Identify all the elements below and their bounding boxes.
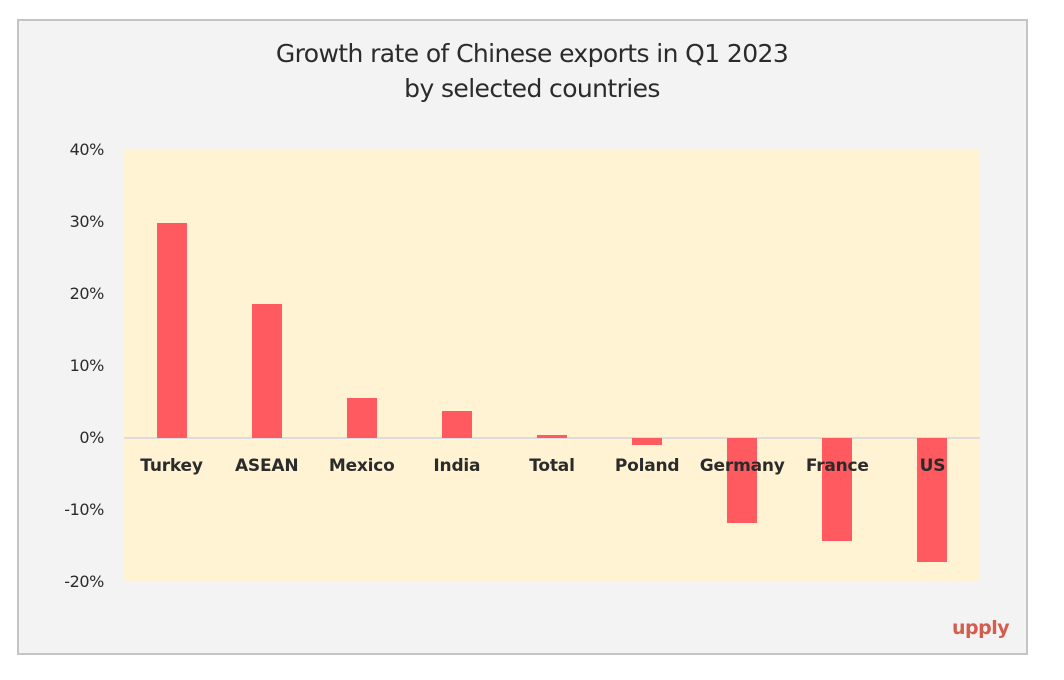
bar-india <box>441 411 472 438</box>
chart-title-line-1: Growth rate of Chinese exports in Q1 202… <box>275 39 789 68</box>
x-label-germany: Germany <box>699 456 785 476</box>
chart-title: Growth rate of Chinese exports in Q1 202… <box>0 36 1064 106</box>
x-label-total: Total <box>529 456 575 476</box>
bar-germany <box>727 438 758 523</box>
bar-asean <box>251 304 282 438</box>
y-tick-label: 30% <box>69 212 105 231</box>
y-tick-label: 40% <box>69 140 105 159</box>
x-label-turkey: Turkey <box>140 456 203 476</box>
bar-us <box>917 438 948 562</box>
bar-poland <box>632 438 663 446</box>
y-tick-label: -10% <box>64 500 104 519</box>
bar-france <box>822 438 853 541</box>
upply-logo: upply <box>952 617 1010 639</box>
y-tick-label: -20% <box>64 572 104 591</box>
zero-baseline <box>124 437 980 439</box>
x-label-us: US <box>919 456 946 476</box>
y-tick-label: 20% <box>69 284 105 303</box>
y-tick-label: 0% <box>79 428 104 447</box>
x-label-india: India <box>433 456 481 476</box>
bar-turkey <box>156 223 187 438</box>
bar-mexico <box>346 398 377 438</box>
x-label-poland: Poland <box>614 456 680 476</box>
y-tick-label: 10% <box>69 356 105 375</box>
x-label-mexico: Mexico <box>328 456 395 476</box>
x-label-france: France <box>805 456 869 476</box>
x-label-asean: ASEAN <box>234 456 299 476</box>
chart-title-line-2: by selected countries <box>404 74 660 103</box>
bar-total <box>537 435 567 438</box>
